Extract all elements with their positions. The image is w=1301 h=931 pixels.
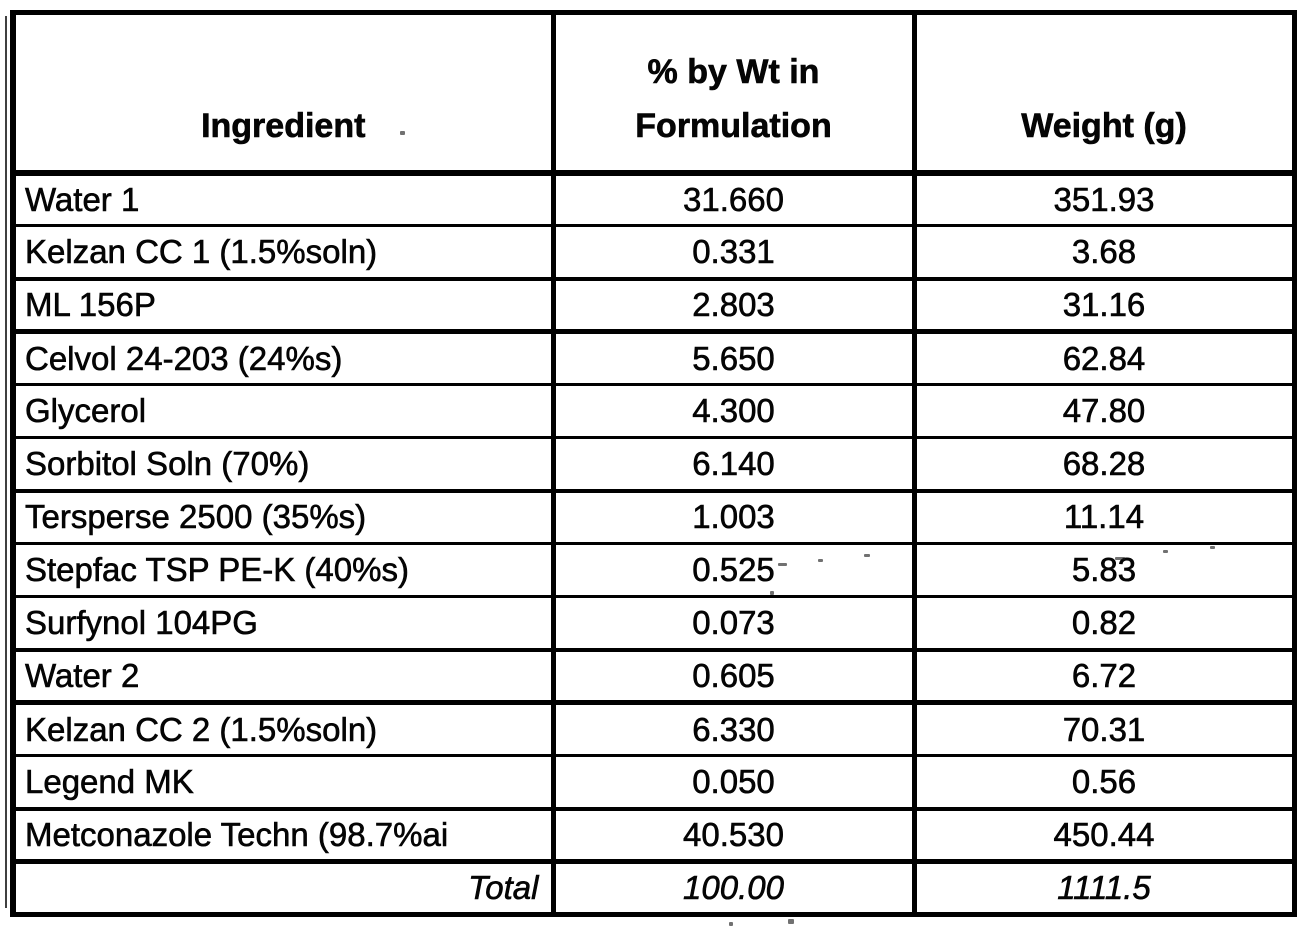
scan-artifact	[864, 554, 870, 557]
pct-cell: 6.140	[550, 436, 914, 491]
table-row: Tersperse 2500 (35%s) 1.003 11.14	[13, 488, 1294, 544]
table-row: Legend MK 0.050 0.56	[13, 754, 1294, 809]
ingredient-cell: Water 1	[13, 171, 553, 226]
weight-cell: 31.16	[911, 276, 1294, 332]
table-header: Ingredient % by Wt in Formulation Weight…	[13, 12, 1294, 176]
col-header-weight: Weight (g)	[911, 12, 1294, 176]
pct-cell: 2.803	[550, 276, 914, 332]
col-header-ingredient: Ingredient	[13, 12, 553, 176]
ingredient-cell: Stepfac TSP PE-K (40%s)	[13, 542, 553, 597]
scan-artifact	[770, 591, 774, 595]
table-row: Kelzan CC 2 (1.5%soln) 6.330 70.31	[13, 700, 1294, 756]
table-row: Celvol 24-203 (24%s) 5.650 62.84	[13, 329, 1294, 385]
ingredient-cell: Metconazole Techn (98.7%ai	[13, 806, 553, 862]
weight-cell: 0.56	[911, 754, 1294, 809]
ingredient-cell: Water 2	[13, 647, 553, 703]
ingredient-cell: Glycerol	[13, 383, 553, 438]
scan-artifact	[729, 922, 733, 926]
scan-artifact	[1163, 550, 1168, 553]
pct-cell: 0.050	[550, 754, 914, 809]
pct-cell: 31.660	[550, 171, 914, 226]
ingredient-cell: Kelzan CC 2 (1.5%soln)	[13, 700, 553, 756]
table-row: Water 2 0.605 6.72	[13, 647, 1294, 703]
scan-edge-artifact	[5, 16, 7, 908]
scan-artifact	[818, 559, 823, 562]
table-row: ML 156P 2.803 31.16	[13, 276, 1294, 332]
scan-artifact	[400, 131, 405, 135]
weight-cell: 62.84	[911, 329, 1294, 385]
weight-cell: 351.93	[911, 171, 1294, 226]
pct-cell: 1.003	[550, 488, 914, 544]
table-row: Sorbitol Soln (70%) 6.140 68.28	[13, 436, 1294, 491]
ingredient-cell: Celvol 24-203 (24%s)	[13, 329, 553, 385]
ingredient-cell: Kelzan CC 1 (1.5%soln)	[13, 224, 553, 279]
pct-cell: 0.073	[550, 595, 914, 650]
ingredient-cell: Tersperse 2500 (35%s)	[13, 488, 553, 544]
scan-artifact	[1210, 546, 1215, 549]
weight-cell: 68.28	[911, 436, 1294, 491]
formulation-table: Ingredient % by Wt in Formulation Weight…	[10, 10, 1297, 917]
ingredient-cell: Surfynol 104PG	[13, 595, 553, 650]
pct-cell: 4.300	[550, 383, 914, 438]
header-row: Ingredient % by Wt in Formulation Weight…	[13, 12, 1294, 176]
pct-cell: 0.331	[550, 224, 914, 279]
scan-artifact	[788, 919, 794, 924]
table-row: Glycerol 4.300 47.80	[13, 383, 1294, 438]
pct-cell: 0.525	[550, 542, 914, 597]
pct-cell: 5.650	[550, 329, 914, 385]
total-pct-cell: 100.00	[550, 859, 914, 915]
ingredient-cell: Sorbitol Soln (70%)	[13, 436, 553, 491]
weight-cell: 70.31	[911, 700, 1294, 756]
ingredient-cell: Legend MK	[13, 754, 553, 809]
scan-artifact	[778, 563, 787, 566]
weight-cell: 6.72	[911, 647, 1294, 703]
weight-cell: 3.68	[911, 224, 1294, 279]
total-weight-cell: 1111.5	[911, 859, 1294, 915]
table-row: Kelzan CC 1 (1.5%soln) 0.331 3.68	[13, 224, 1294, 279]
weight-cell: 47.80	[911, 383, 1294, 438]
table-row: Metconazole Techn (98.7%ai 40.530 450.44	[13, 806, 1294, 862]
col-header-pct-by-wt: % by Wt in Formulation	[550, 12, 914, 176]
pct-cell: 40.530	[550, 806, 914, 862]
table-row: Surfynol 104PG 0.073 0.82	[13, 595, 1294, 650]
pct-cell: 0.605	[550, 647, 914, 703]
ingredient-cell: ML 156P	[13, 276, 553, 332]
table-footer: Total 100.00 1111.5	[13, 859, 1294, 915]
total-row: Total 100.00 1111.5	[13, 859, 1294, 915]
table-row: Water 1 31.660 351.93	[13, 171, 1294, 226]
table-row: Stepfac TSP PE-K (40%s) 0.525 5.83	[13, 542, 1294, 597]
total-label-cell: Total	[13, 859, 553, 915]
weight-cell: 11.14	[911, 488, 1294, 544]
pct-cell: 6.330	[550, 700, 914, 756]
table-body: Water 1 31.660 351.93 Kelzan CC 1 (1.5%soln…	[13, 171, 1294, 862]
weight-cell: 450.44	[911, 806, 1294, 862]
weight-cell: 5.83	[911, 542, 1294, 597]
scan-artifact	[1115, 557, 1125, 560]
weight-cell: 0.82	[911, 595, 1294, 650]
